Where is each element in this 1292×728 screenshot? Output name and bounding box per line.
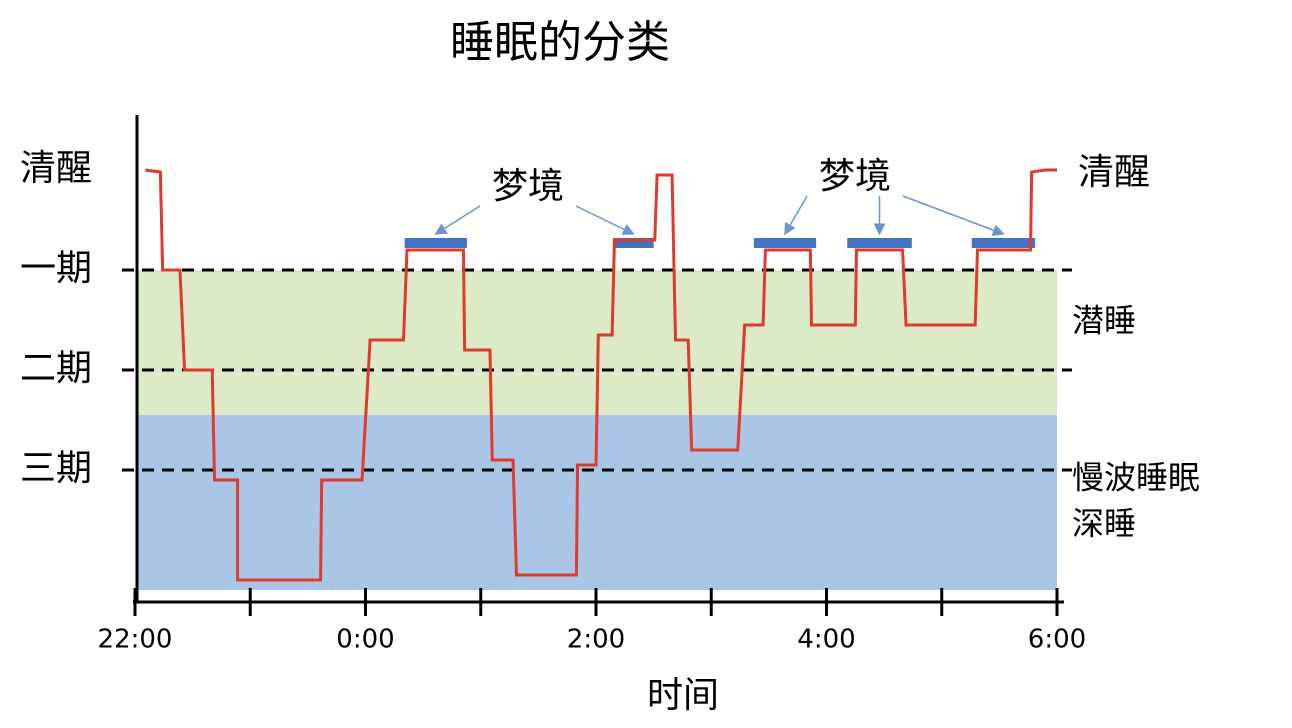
y-tick-label: 一期 (20, 248, 92, 289)
dream-bar (971, 238, 1036, 248)
annotation: 梦境 (819, 156, 891, 197)
y-tick-label: 清醒 (20, 148, 92, 189)
right-label: 清醒 (1078, 152, 1150, 193)
x-tick-label: 2:00 (567, 625, 625, 655)
band-label: 潜睡 (1072, 302, 1136, 340)
annotation-arrow (434, 205, 481, 235)
annotation-arrow (902, 195, 1005, 236)
dream-bar (613, 238, 654, 248)
chart-title: 睡眠的分类 (450, 17, 670, 68)
x-tick-label: 0:00 (336, 625, 394, 655)
band-label: 慢波睡眠 (1072, 459, 1200, 497)
sleep-line (145, 168, 1057, 582)
y-tick-label: 三期 (20, 448, 92, 489)
x-tick-label: 6:00 (1028, 625, 1086, 655)
y-tick-label: 二期 (20, 348, 92, 389)
annotation-arrow (575, 205, 635, 235)
x-tick-label: 22:00 (98, 625, 173, 655)
annotation: 梦境 (492, 166, 564, 207)
dream-bar (753, 238, 817, 248)
x-tick-label: 4:00 (797, 625, 855, 655)
dream-bar (404, 238, 467, 248)
dream-bar (847, 238, 912, 248)
annotation-arrow (784, 195, 808, 236)
band-label: 深睡 (1072, 505, 1136, 543)
x-axis-title: 时间 (647, 675, 719, 716)
